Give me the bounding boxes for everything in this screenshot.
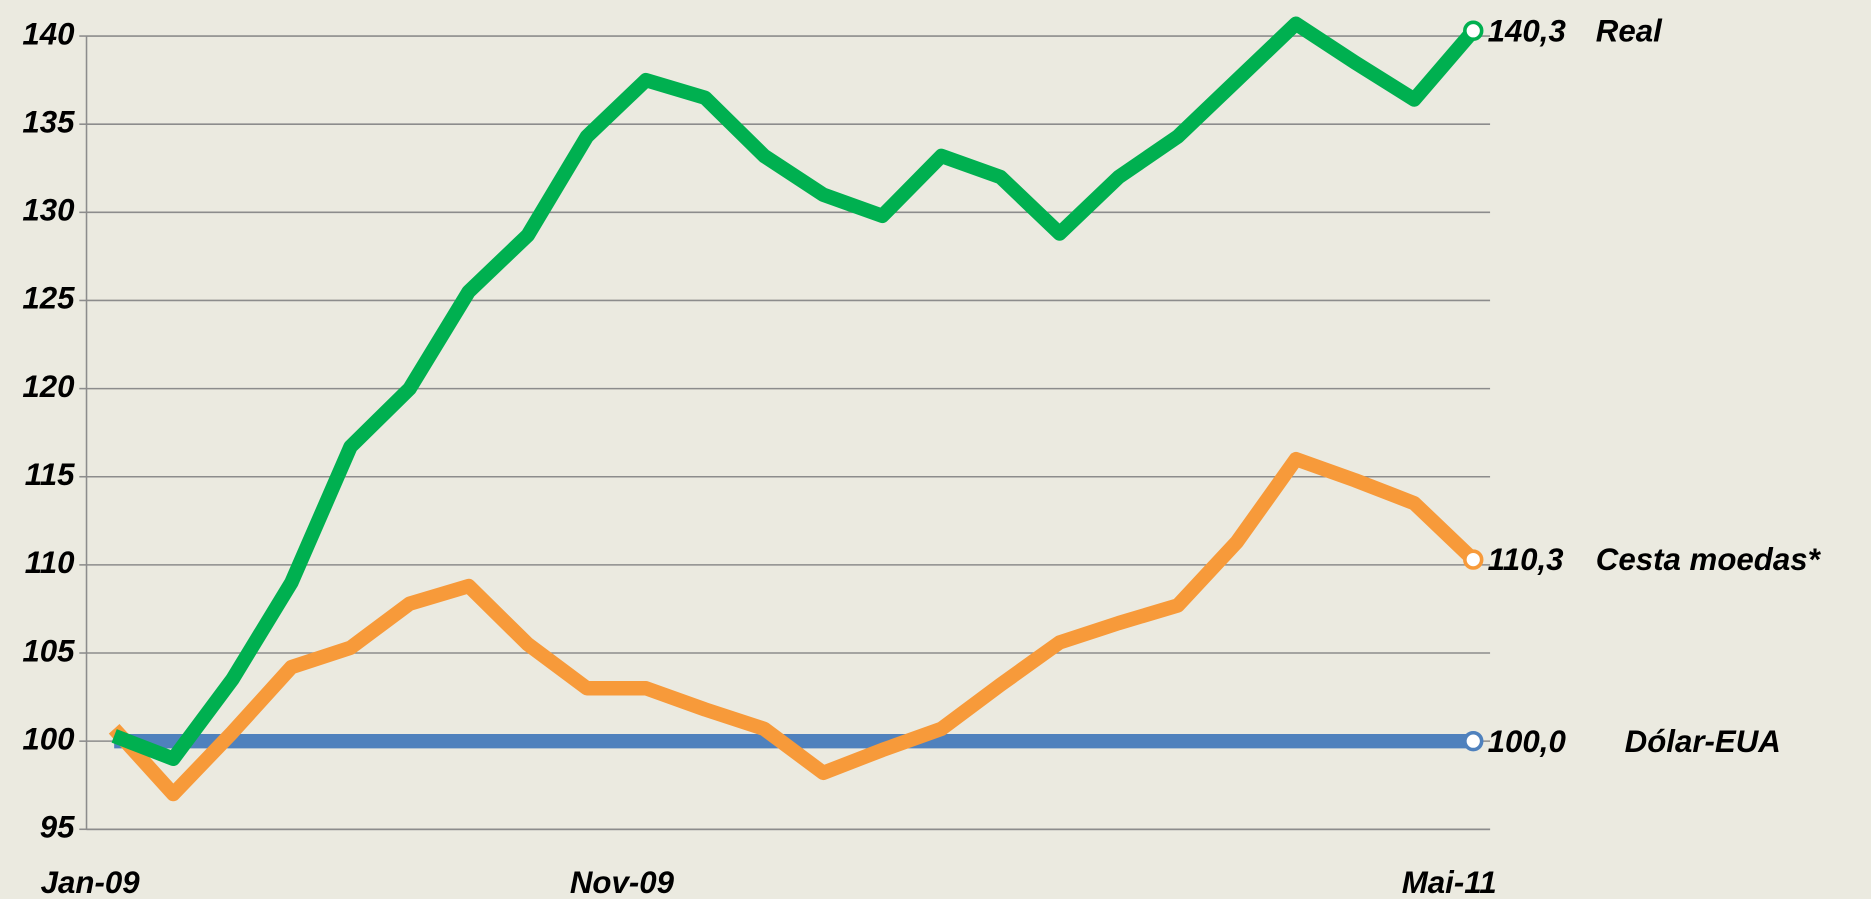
series-label: Cesta moedas* (1596, 542, 1822, 577)
x-tick-label: Nov-09 (570, 865, 675, 899)
end-marker (1463, 20, 1484, 41)
end-marker (1463, 549, 1484, 570)
series-label: Dólar-EUA (1625, 724, 1781, 759)
y-tick-label: 140 (22, 16, 75, 51)
x-tick-label: Jan-09 (41, 865, 141, 899)
y-tick-label: 135 (22, 104, 75, 139)
y-tick-label: 125 (22, 281, 75, 316)
y-tick-label: 115 (25, 457, 75, 492)
end-value-label: 100,0 (1488, 724, 1567, 759)
end-marker (1463, 730, 1484, 752)
series-line (108, 451, 1479, 802)
y-tick-label: 105 (22, 633, 75, 668)
x-tick-label: Mai-11 (1402, 865, 1497, 899)
end-value-label: 140,3 (1488, 13, 1567, 48)
y-tick-label: 95 (40, 810, 75, 845)
y-tick-label: 100 (22, 721, 75, 756)
y-tick-label: 110 (25, 545, 75, 580)
series-line (111, 16, 1479, 766)
series-label: Real (1596, 13, 1663, 48)
y-tick-label: 120 (22, 369, 75, 404)
y-tick-label: 130 (22, 193, 75, 228)
end-value-label: 110,3 (1488, 542, 1564, 577)
